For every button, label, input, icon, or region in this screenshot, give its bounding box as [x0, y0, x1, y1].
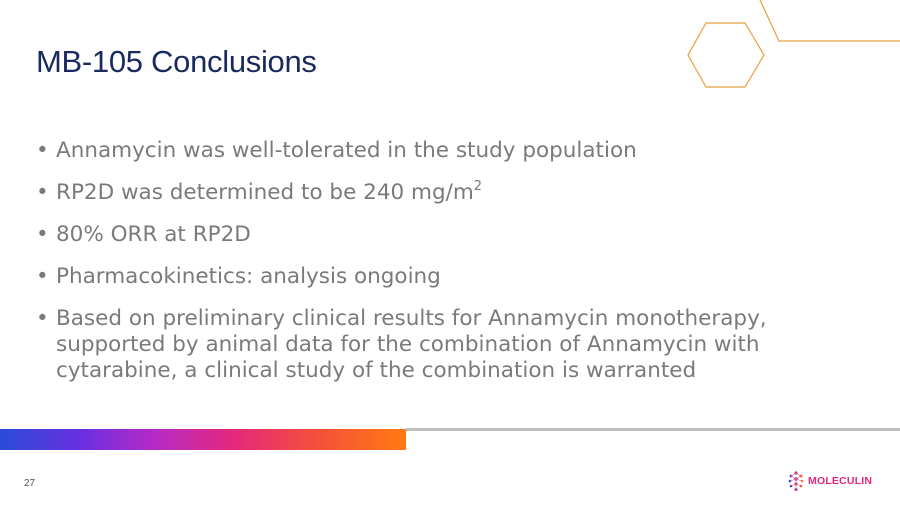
bullet-item: • 80% ORR at RP2D: [36, 222, 796, 248]
bullet-text: RP2D was determined to be 240 mg/m: [56, 180, 474, 205]
logo-text: MOLECULIN: [808, 475, 873, 487]
superscript: 2: [473, 179, 483, 194]
bullet-dot: •: [36, 306, 49, 331]
bullet-dot: •: [36, 180, 49, 205]
bullet-list: • Annamycin was well-tolerated in the st…: [36, 138, 796, 400]
bullet-text: Annamycin was well-tolerated in the stud…: [56, 138, 637, 163]
bullet-item: • Pharmacokinetics: analysis ongoing: [36, 264, 796, 290]
bullet-item: • Annamycin was well-tolerated in the st…: [36, 138, 796, 164]
company-logo: MOLECULIN: [788, 470, 872, 492]
bullet-dot: •: [36, 138, 49, 163]
bullet-text: 80% ORR at RP2D: [56, 222, 251, 247]
molecule-icon: [788, 471, 804, 491]
bullet-dot: •: [36, 222, 49, 247]
bullet-dot: •: [36, 264, 49, 289]
hexagon-outline: [687, 22, 765, 88]
bullet-item: • Based on preliminary clinical results …: [36, 306, 796, 384]
decor-line: [759, 0, 900, 42]
bullet-text: Based on preliminary clinical results fo…: [56, 306, 767, 383]
page-number: 27: [24, 478, 36, 489]
gradient-bar: [0, 429, 406, 450]
divider-line: [406, 428, 900, 431]
bullet-item: • RP2D was determined to be 240 mg/m2: [36, 180, 796, 206]
slide-title: MB-105 Conclusions: [36, 44, 317, 79]
bullet-text: Pharmacokinetics: analysis ongoing: [56, 264, 441, 289]
